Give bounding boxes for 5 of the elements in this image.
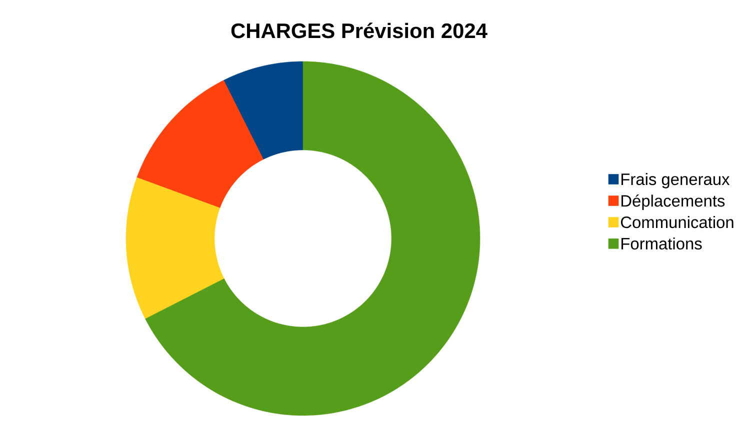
legend-label: Frais generaux [621,173,730,188]
legend-label: Déplacements [621,194,725,210]
legend-label: Communication [620,216,734,228]
legend-label: Formations [621,237,702,250]
chart-title: CHARGES Prévision 2024 [231,22,488,38]
